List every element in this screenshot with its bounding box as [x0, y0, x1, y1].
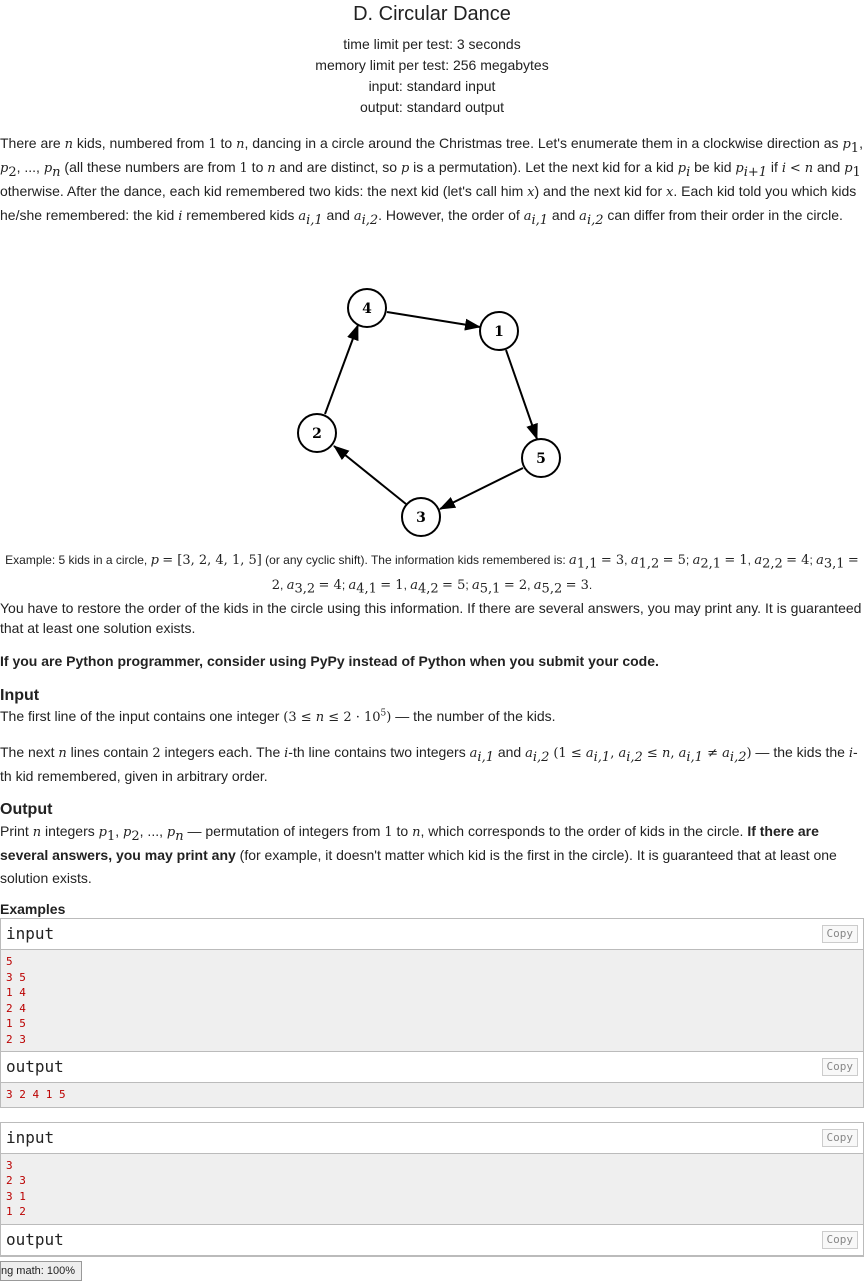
- input-label: input: [6, 924, 55, 943]
- pypy-note: If you are Python programmer, consider u…: [0, 653, 659, 669]
- node-4: 4: [347, 288, 387, 328]
- example-2-output: output Copy: [0, 1224, 864, 1257]
- copy-button[interactable]: Copy: [821, 1128, 858, 1147]
- edge-4-1: [386, 311, 481, 331]
- math-zoom-status[interactable]: ng math: 100%: [0, 1261, 82, 1281]
- input-section-title: Input: [0, 687, 40, 704]
- example-1-input-text: 5 3 5 1 4 2 4 1 5 2 3: [1, 950, 863, 1051]
- input-line-2: The next n lines contain 2 integers each…: [0, 744, 858, 784]
- restore-paragraph: You have to restore the order of the kid…: [0, 600, 862, 636]
- problem-statement: D. Circular Dance time limit per test: 3…: [0, 0, 864, 1257]
- copy-button[interactable]: Copy: [821, 925, 858, 943]
- figure-caption: Example: 5 kids in a circle, p = [3, 2, …: [5, 553, 859, 597]
- example-2-input: input Copy 3 2 3 3 1 1 2: [0, 1121, 864, 1225]
- legend-paragraph: There are n kids, numbered from 1 to n, …: [0, 135, 863, 228]
- edge-3-2: [333, 445, 407, 505]
- circle-diagram: 4 1 2 5 3: [297, 288, 561, 537]
- example-2-input-text: 3 2 3 3 1 1 2: [1, 1153, 863, 1224]
- input-line-1: The first line of the input contains one…: [0, 708, 556, 725]
- examples-title: Examples: [0, 901, 66, 917]
- problem-title: D. Circular Dance: [353, 3, 511, 25]
- memory-limit: memory limit per test: 256 megabytes: [315, 57, 549, 73]
- problem-header: D. Circular Dance time limit per test: 3…: [0, 0, 864, 118]
- output-file: output: standard output: [360, 99, 504, 115]
- node-label: 1: [494, 324, 504, 340]
- time-limit: time limit per test: 3 seconds: [343, 36, 521, 52]
- node-2: 2: [297, 413, 337, 453]
- example-1-output-text: 3 2 4 1 5: [1, 1083, 863, 1107]
- node-label: 2: [312, 426, 322, 442]
- edge-2-4: [324, 324, 359, 415]
- copy-button[interactable]: Copy: [821, 1058, 858, 1076]
- node-label: 5: [536, 451, 546, 467]
- output-paragraph: Print n integers p1, p2, ..., pn — permu…: [0, 823, 837, 886]
- circle-figure: 4 1 2 5 3: [0, 228, 864, 548]
- node-1: 1: [479, 311, 519, 351]
- node-label: 3: [416, 510, 426, 526]
- example-1-output: output Copy 3 2 4 1 5: [0, 1052, 864, 1108]
- node-3: 3: [401, 497, 441, 537]
- input-label: input: [6, 1127, 55, 1147]
- output-label: output: [6, 1057, 64, 1076]
- input-file: input: standard input: [368, 78, 496, 94]
- example-1-input: input Copy 5 3 5 1 4 2 4 1 5 2 3: [0, 918, 864, 1052]
- node-label: 4: [362, 301, 372, 317]
- copy-button[interactable]: Copy: [821, 1230, 858, 1249]
- output-label: output: [6, 1229, 64, 1249]
- edge-5-3: [439, 467, 524, 510]
- output-section-title: Output: [0, 801, 53, 818]
- edge-1-5: [505, 349, 538, 440]
- node-5: 5: [521, 438, 561, 478]
